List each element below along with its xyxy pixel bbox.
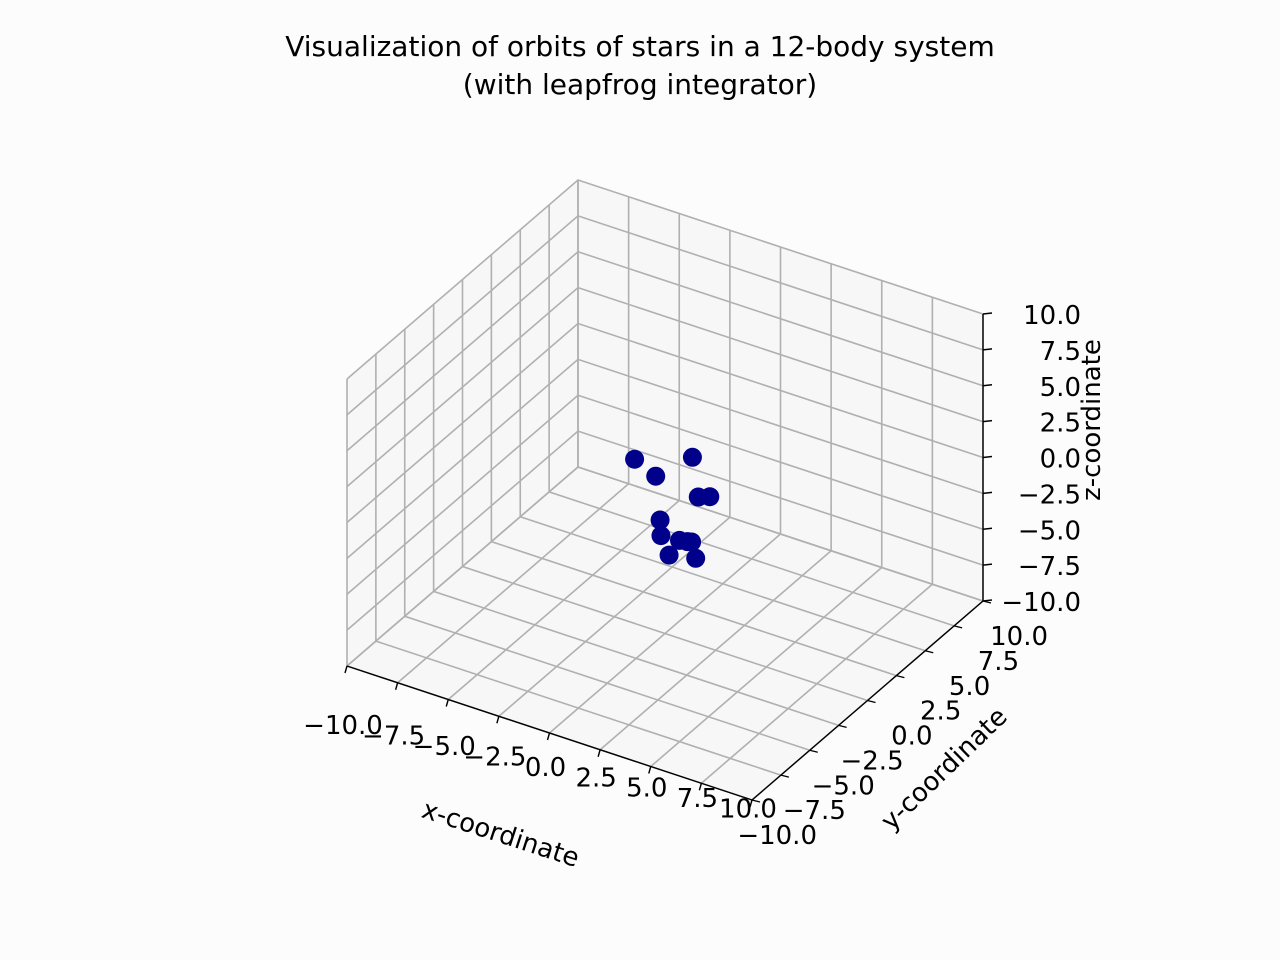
y-tick (896, 674, 905, 679)
y-tick (809, 749, 818, 753)
y-tick-label: 10.0 (990, 622, 1048, 652)
star-point (646, 466, 666, 486)
star-point (659, 545, 679, 565)
z-tick-label: 5.0 (1040, 373, 1081, 403)
y-tick (751, 799, 761, 803)
star-point (686, 548, 706, 568)
gridline-y (432, 304, 839, 727)
gridline-y (461, 279, 868, 702)
x-tick (698, 783, 703, 791)
y-tick-label: 5.0 (949, 672, 990, 702)
z-tick-label: 7.5 (1040, 337, 1081, 367)
x-tick (344, 665, 348, 674)
star-point (682, 447, 702, 467)
gridline-y (375, 354, 782, 776)
z-tick-label: −7.5 (1018, 552, 1081, 582)
star-point (651, 526, 671, 546)
y-tick-label: −5.0 (812, 771, 875, 801)
x-tick (749, 799, 753, 808)
x-tick (394, 682, 399, 690)
y-tick (982, 600, 992, 604)
z-tick-label: −2.5 (1018, 480, 1081, 510)
z-tick-label: −5.0 (1018, 516, 1081, 546)
z-axis-label: z-coordinate (1077, 339, 1107, 501)
gridline-y (403, 329, 811, 752)
z-tick (982, 455, 993, 459)
x-tick (496, 716, 500, 724)
chart-subtitle: (with leapfrog integrator) (462, 68, 818, 101)
gridline-y (519, 229, 926, 652)
y-tick (953, 625, 963, 629)
y-tick-label: 0.0 (891, 722, 932, 752)
x-tick (597, 749, 601, 757)
z-tick-label: 10.0 (1023, 301, 1081, 331)
z-tick-label: −10.0 (1001, 588, 1081, 618)
x-tick-label: −7.5 (362, 721, 425, 751)
y-tick-label: 2.5 (920, 697, 961, 727)
y-tick-label: −2.5 (840, 746, 903, 776)
x-tick-label: −5.0 (413, 732, 476, 762)
x-tick (546, 732, 551, 741)
z-tick (982, 419, 993, 423)
y-tick (925, 650, 934, 654)
x-tick (445, 699, 449, 707)
gridline-y (548, 204, 955, 627)
x-tick-label: 7.5 (677, 784, 718, 814)
y-tick-label: 7.5 (978, 647, 1019, 677)
x-tick-label: −2.5 (463, 742, 526, 772)
x-tick-label: −10.0 (303, 711, 383, 741)
z-tick (982, 312, 993, 315)
x-axis-label: x-coordinate (418, 795, 583, 874)
z-tick (982, 348, 993, 351)
y-tick (867, 699, 876, 704)
chart-title: Visualization of orbits of stars in a 12… (285, 30, 995, 63)
star-point (700, 487, 720, 507)
star-point (650, 510, 670, 530)
z-tick (982, 491, 993, 495)
z-tick (982, 384, 993, 387)
gridline-z (346, 179, 984, 380)
x-tick-label: 5.0 (626, 774, 667, 804)
gridline-y (490, 254, 897, 677)
gridline-y (577, 180, 984, 602)
x-tick-label: 0.0 (525, 753, 566, 783)
star-point (682, 532, 702, 552)
x-tick (648, 766, 652, 774)
z-tick (982, 563, 993, 566)
y-tick (780, 774, 790, 778)
y-tick-label: −7.5 (783, 796, 846, 826)
z-tick-label: 2.5 (1040, 409, 1081, 439)
y-tick-label: −10.0 (737, 821, 817, 851)
star-point (625, 449, 645, 469)
x-tick-label: 2.5 (575, 763, 616, 793)
z-tick (982, 527, 993, 530)
x-tick-label: 10.0 (719, 795, 777, 825)
y-tick (838, 724, 847, 729)
z-tick-label: 0.0 (1040, 445, 1081, 475)
